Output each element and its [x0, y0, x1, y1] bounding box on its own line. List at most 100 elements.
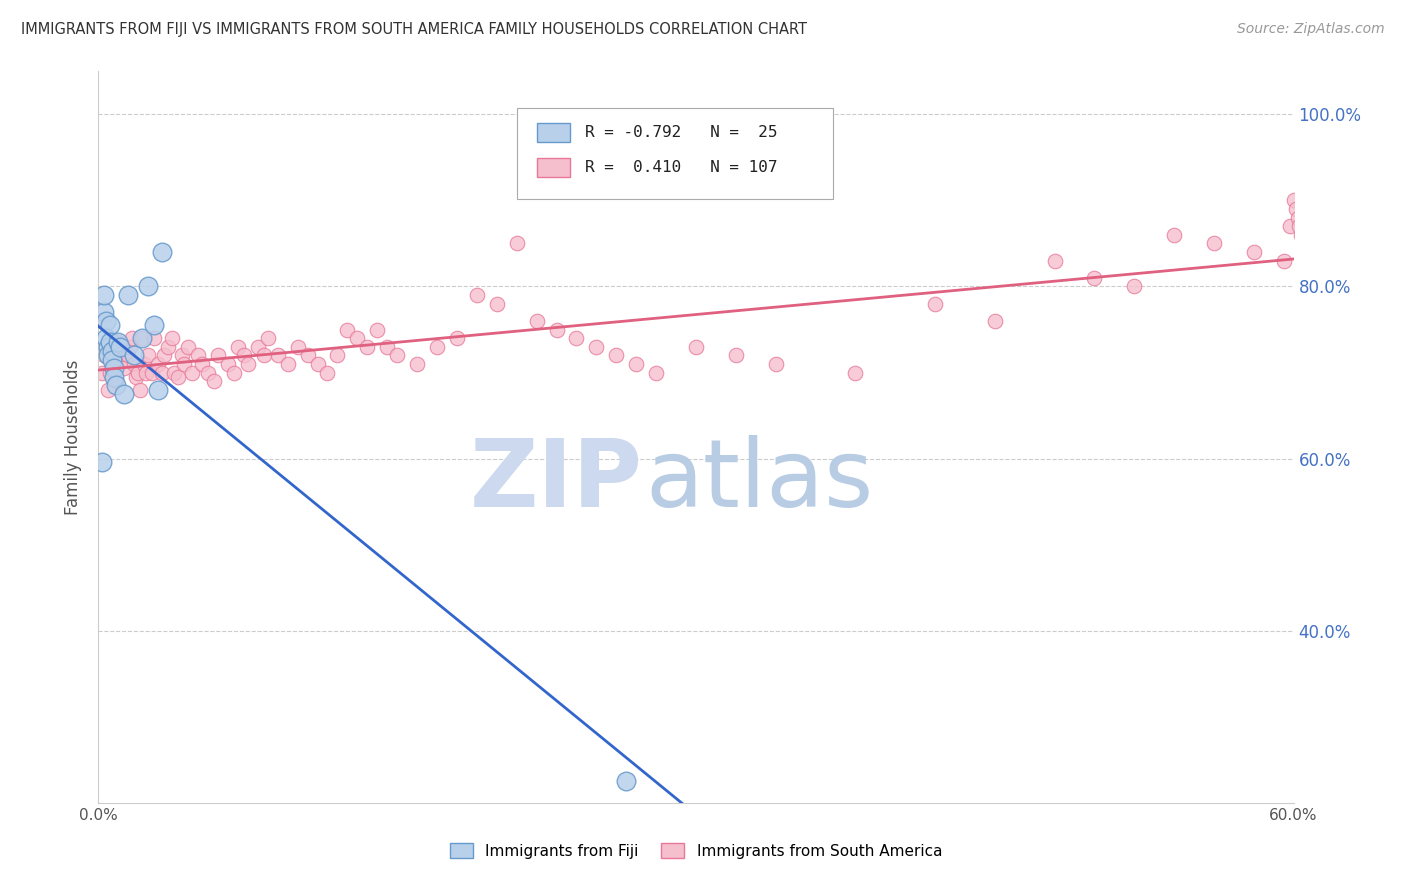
Point	[107, 335, 129, 350]
Point	[1291, 227, 1313, 242]
Legend: Immigrants from Fiji, Immigrants from South America: Immigrants from Fiji, Immigrants from So…	[444, 837, 948, 864]
Point	[485, 296, 508, 310]
Point	[97, 383, 120, 397]
Point	[125, 369, 148, 384]
Point	[181, 366, 204, 380]
Point	[160, 331, 183, 345]
Point	[103, 361, 125, 376]
Point	[546, 322, 568, 336]
Point	[1083, 271, 1105, 285]
Point	[153, 348, 176, 362]
Point	[226, 340, 249, 354]
Text: ZIP: ZIP	[470, 435, 643, 527]
Point	[326, 348, 349, 362]
Point	[98, 318, 122, 333]
Point	[98, 335, 122, 350]
Bar	[537, 159, 571, 178]
Point	[93, 348, 115, 362]
Point	[1163, 227, 1185, 242]
Point	[136, 279, 159, 293]
Point	[117, 348, 139, 362]
Point	[117, 288, 139, 302]
Point	[724, 348, 747, 362]
Point	[93, 288, 115, 302]
Point	[1282, 194, 1305, 208]
Point	[157, 340, 180, 354]
Point	[253, 348, 276, 362]
Point	[103, 357, 125, 371]
Point	[316, 366, 339, 380]
Point	[111, 352, 134, 367]
Point	[585, 340, 607, 354]
Point	[685, 340, 707, 354]
Text: IMMIGRANTS FROM FIJI VS IMMIGRANTS FROM SOUTH AMERICA FAMILY HOUSEHOLDS CORRELAT: IMMIGRANTS FROM FIJI VS IMMIGRANTS FROM …	[21, 22, 807, 37]
Point	[97, 340, 120, 354]
Point	[1272, 253, 1295, 268]
Point	[136, 348, 159, 362]
Point	[143, 331, 166, 345]
Point	[91, 455, 114, 469]
Text: R = -0.792   N =  25: R = -0.792 N = 25	[585, 125, 778, 140]
Point	[1278, 219, 1301, 234]
Point	[465, 288, 488, 302]
Point	[1301, 262, 1323, 277]
Point	[1308, 296, 1330, 310]
Point	[135, 366, 157, 380]
Point	[246, 340, 269, 354]
Point	[96, 331, 118, 345]
Point	[1284, 202, 1306, 216]
Point	[91, 366, 114, 380]
Point	[150, 245, 173, 260]
Point	[112, 361, 135, 376]
Point	[172, 348, 194, 362]
Y-axis label: Family Households: Family Households	[65, 359, 83, 515]
Point	[1202, 236, 1225, 251]
Point	[148, 357, 170, 371]
Point	[197, 366, 219, 380]
Point	[375, 340, 398, 354]
Point	[202, 374, 225, 388]
Point	[110, 344, 132, 359]
FancyBboxPatch shape	[517, 108, 834, 200]
Point	[1243, 245, 1265, 260]
Point	[1043, 253, 1066, 268]
Point	[506, 236, 529, 251]
Point	[191, 357, 214, 371]
Point	[121, 331, 143, 345]
Point	[346, 331, 368, 345]
Point	[127, 366, 149, 380]
Point	[385, 348, 409, 362]
Point	[1302, 271, 1324, 285]
Text: atlas: atlas	[645, 435, 875, 527]
Point	[307, 357, 329, 371]
Point	[277, 357, 299, 371]
Point	[287, 340, 309, 354]
Point	[93, 305, 115, 319]
Point	[124, 357, 146, 371]
Point	[626, 357, 648, 371]
Point	[163, 366, 186, 380]
Point	[1296, 185, 1319, 199]
Point	[645, 366, 668, 380]
Point	[366, 322, 388, 336]
Point	[1292, 236, 1315, 251]
Point	[526, 314, 548, 328]
Point	[110, 340, 132, 354]
Point	[297, 348, 319, 362]
Point	[1295, 245, 1317, 260]
Text: R =  0.410   N = 107: R = 0.410 N = 107	[585, 161, 778, 176]
Point	[167, 369, 190, 384]
Point	[105, 374, 128, 388]
Point	[173, 357, 195, 371]
Point	[107, 335, 129, 350]
Point	[217, 357, 239, 371]
Point	[101, 344, 124, 359]
Point	[232, 348, 254, 362]
Point	[1123, 279, 1146, 293]
Text: Source: ZipAtlas.com: Source: ZipAtlas.com	[1237, 22, 1385, 37]
Point	[103, 369, 125, 384]
Point	[131, 331, 153, 345]
Point	[605, 348, 627, 362]
Point	[177, 340, 200, 354]
Point	[207, 348, 229, 362]
